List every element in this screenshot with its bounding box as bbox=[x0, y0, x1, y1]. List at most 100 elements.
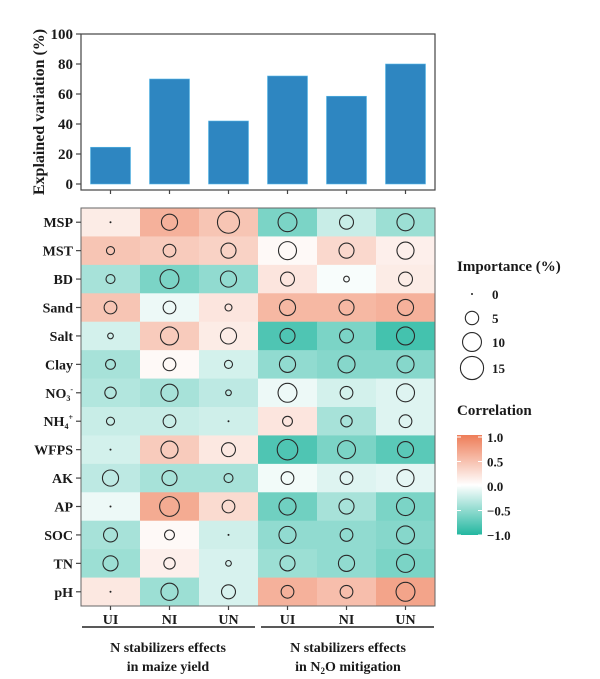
heatmap-cell bbox=[376, 236, 436, 266]
heatmap-row-label: MSP bbox=[43, 216, 73, 231]
heatmap-cell bbox=[317, 350, 377, 380]
importance-circle bbox=[395, 525, 416, 545]
importance-legend-dot bbox=[471, 293, 473, 295]
heatmap-cell bbox=[317, 520, 377, 550]
heatmap-cell bbox=[140, 463, 200, 493]
importance-circle bbox=[340, 414, 353, 428]
heatmap-cell bbox=[81, 264, 141, 294]
heatmap-row-label: SOC bbox=[44, 529, 73, 544]
importance-circle bbox=[162, 414, 177, 429]
heatmap-cell bbox=[317, 378, 377, 408]
importance-circle bbox=[160, 213, 179, 231]
importance-circle bbox=[216, 210, 241, 234]
importance-circle bbox=[279, 555, 296, 572]
heatmap-cell bbox=[376, 407, 436, 436]
bar-ni-4 bbox=[326, 95, 367, 185]
heatmap-cell bbox=[199, 208, 259, 237]
heatmap-cell bbox=[258, 407, 318, 436]
importance-circle bbox=[102, 527, 119, 543]
importance-circle bbox=[101, 469, 120, 487]
heatmap-cell bbox=[81, 407, 141, 436]
n2o-label-pre: in N bbox=[295, 660, 320, 675]
bar-y-tick-label: 100 bbox=[51, 27, 74, 43]
colorbar-tick-label: 1.0 bbox=[487, 430, 503, 445]
heatmap-cell bbox=[317, 577, 377, 607]
importance-circle bbox=[337, 554, 356, 572]
importance-circle bbox=[160, 383, 179, 402]
importance-circle bbox=[103, 300, 118, 315]
heatmap-cell bbox=[376, 264, 436, 294]
importance-circle bbox=[159, 496, 180, 517]
heatmap-row-label: MST bbox=[43, 245, 74, 260]
bar-y-tick-label: 40 bbox=[58, 117, 73, 133]
importance-circle bbox=[396, 241, 415, 260]
heatmap-cell bbox=[258, 264, 318, 294]
importance-circle bbox=[396, 468, 415, 488]
bar-y-tick-label: 60 bbox=[58, 87, 73, 103]
importance-circle bbox=[280, 471, 295, 485]
importance-circle bbox=[339, 471, 354, 485]
correlation-colorbar bbox=[457, 435, 482, 535]
heatmap-col-label: UN bbox=[395, 613, 415, 628]
bar-y-tick-label: 0 bbox=[66, 177, 74, 193]
importance-circle bbox=[396, 441, 415, 459]
heatmap-cell bbox=[81, 321, 141, 351]
heatmap-cell bbox=[199, 236, 259, 266]
heatmap-frame bbox=[80, 207, 436, 607]
heatmap-cells bbox=[81, 208, 436, 607]
heatmap-cell bbox=[140, 350, 200, 380]
importance-circle bbox=[282, 415, 293, 427]
heatmap-row-label: pH bbox=[54, 586, 73, 601]
importance-circle bbox=[396, 355, 415, 374]
importance-circle bbox=[109, 221, 112, 224]
heatmap-row-label: WFPS bbox=[34, 444, 73, 459]
importance-circle bbox=[160, 440, 179, 459]
colorbar-tick-label: −0.5 bbox=[487, 504, 511, 519]
heatmap-cell bbox=[140, 236, 200, 266]
importance-circle bbox=[277, 241, 298, 261]
heatmap-cell bbox=[376, 463, 436, 493]
importance-circle bbox=[338, 498, 355, 515]
heatmap-cell bbox=[199, 492, 259, 522]
importance-circle bbox=[219, 327, 238, 345]
n2o-label-sub: 2 bbox=[320, 666, 325, 676]
heatmap-cell bbox=[199, 293, 259, 323]
importance-circle bbox=[276, 438, 299, 461]
importance-circle bbox=[396, 298, 415, 317]
importance-circle bbox=[338, 242, 355, 259]
importance-circle bbox=[337, 355, 356, 374]
importance-circle bbox=[162, 300, 177, 315]
importance-circle bbox=[109, 505, 112, 508]
heatmap-row-label: TN bbox=[54, 557, 73, 572]
heatmap-cell bbox=[199, 350, 259, 380]
bar-y-tick-label: 20 bbox=[58, 147, 73, 163]
heatmap-cell bbox=[81, 236, 141, 266]
heatmap-cell bbox=[140, 208, 200, 237]
heatmap-cell bbox=[81, 463, 141, 493]
importance-circle bbox=[338, 328, 355, 344]
importance-circle bbox=[163, 557, 176, 570]
heatmap-cell bbox=[140, 321, 200, 351]
heatmap-col-label: NI bbox=[339, 613, 355, 628]
importance-circle bbox=[109, 448, 112, 451]
bar-chart: 0 20 40 60 80 100 Explained variation (%) bbox=[31, 27, 436, 195]
colorbar-tick-label: 0.5 bbox=[487, 455, 504, 470]
importance-circle bbox=[395, 383, 416, 403]
importance-circle bbox=[277, 382, 298, 403]
heatmap-row-label: AP bbox=[54, 501, 73, 516]
importance-circle bbox=[223, 359, 234, 369]
importance-circle bbox=[107, 332, 114, 340]
importance-circle bbox=[278, 525, 297, 545]
importance-circle bbox=[398, 414, 413, 429]
bars bbox=[90, 63, 426, 185]
colorbar-tick-label: −1.0 bbox=[487, 528, 511, 543]
importance-circle bbox=[105, 246, 116, 256]
importance-circle bbox=[396, 213, 415, 232]
heatmap-cell bbox=[376, 293, 436, 323]
heatmap-col-label: NI bbox=[162, 613, 178, 628]
heatmap-row-label: AK bbox=[52, 472, 73, 487]
correlation-legend: Correlation 1.0 0.5 0.0 −0.5 −1.0 bbox=[457, 403, 532, 543]
heatmap-cell bbox=[376, 208, 436, 237]
heatmap-row-labels: MSP MST BD Sand Salt Clay NO3- NH4+ WFPS AK AP SOC T… bbox=[34, 216, 81, 601]
